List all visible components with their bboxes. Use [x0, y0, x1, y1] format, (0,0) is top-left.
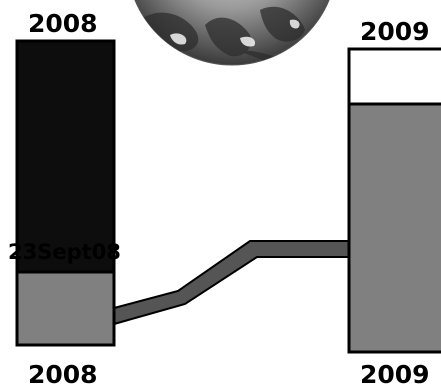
- left-lower-block: [15, 270, 116, 347]
- right-upper-block: [347, 47, 441, 106]
- earth-globe-icon: [134, 0, 330, 66]
- right-top-year-label: 2009: [360, 17, 430, 46]
- date-annotation-label: 23Sept08: [8, 240, 121, 264]
- left-top-year-label: 2008: [28, 9, 98, 38]
- right-bottom-year-label: 2009: [360, 360, 430, 387]
- left-upper-block: [15, 39, 116, 274]
- right-lower-block: [347, 102, 441, 354]
- connector-band: [113, 240, 350, 326]
- left-bottom-year-label: 2008: [28, 360, 98, 387]
